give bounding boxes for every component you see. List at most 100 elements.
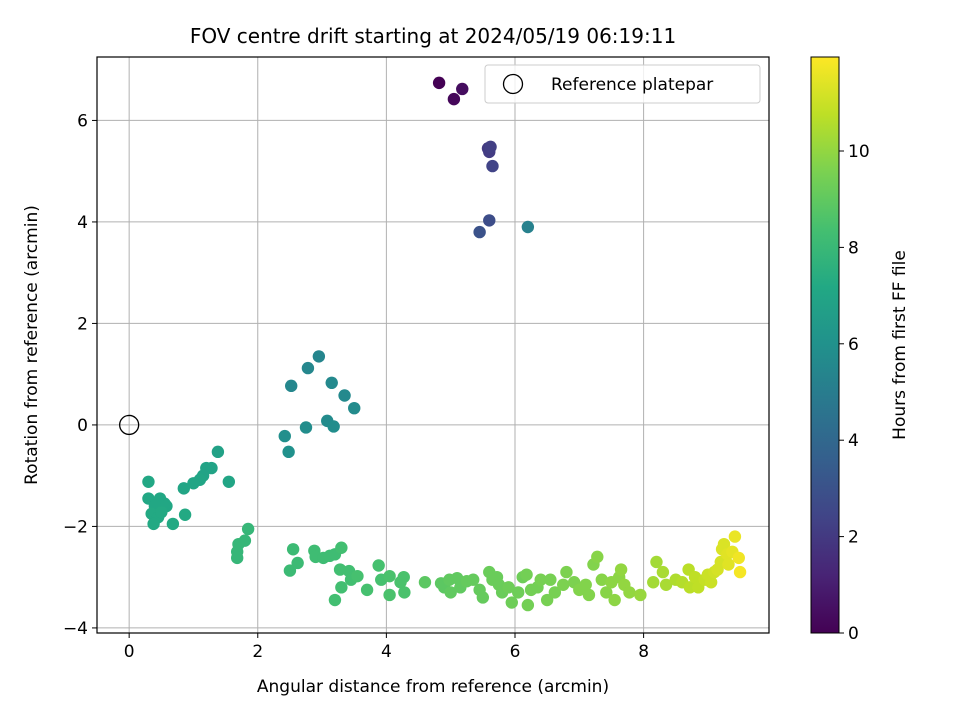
data-point [178, 508, 192, 521]
data-point [187, 477, 200, 490]
data-point [205, 461, 218, 475]
data-point [659, 578, 673, 591]
data-point [383, 588, 396, 602]
y-axis-ticks: −4 −2 0 2 4 6 [63, 111, 97, 639]
y-tick-label: −2 [63, 517, 88, 537]
colorbar: 0 2 4 6 8 10 Hours from first FF file [810, 56, 910, 644]
colorbar-tick-label: 6 [848, 335, 859, 355]
plot-frame [96, 56, 770, 634]
data-point [166, 517, 180, 531]
data-point [299, 421, 313, 434]
data-point [155, 506, 168, 519]
data-point [286, 543, 300, 556]
data-point [591, 550, 604, 564]
colorbar-tick-label: 8 [848, 238, 859, 258]
x-axis-ticks: 0 2 4 6 8 [124, 633, 649, 662]
data-point [447, 92, 461, 106]
colorbar-gradient [810, 56, 840, 634]
y-tick-label: 0 [77, 416, 88, 436]
x-tick-label: 8 [638, 642, 649, 662]
data-point [360, 583, 374, 597]
data-points [142, 76, 747, 612]
data-point [728, 530, 742, 543]
colorbar-tick-label: 4 [848, 431, 859, 451]
reference-platepar-point [119, 414, 140, 436]
y-axis-label: Rotation from reference (arcmin) [22, 205, 42, 485]
data-point [608, 593, 621, 607]
data-point [285, 379, 298, 393]
reference-marker [119, 414, 140, 436]
data-point [335, 581, 348, 594]
data-point [548, 586, 562, 599]
colorbar-tick-label: 2 [848, 528, 859, 548]
data-point [650, 555, 663, 569]
x-tick-label: 6 [510, 642, 521, 662]
data-point [579, 578, 592, 591]
x-tick-label: 2 [252, 642, 263, 662]
x-tick-label: 4 [381, 642, 392, 662]
data-point [483, 214, 496, 227]
data-point [241, 522, 255, 536]
y-tick-label: 4 [77, 213, 88, 233]
y-tick-label: −4 [63, 619, 88, 639]
data-point [557, 578, 570, 591]
data-point [418, 576, 432, 589]
data-point [476, 591, 490, 604]
legend-entry-reference: Reference platepar [551, 75, 713, 95]
data-point [505, 596, 518, 609]
x-tick-label: 0 [124, 642, 135, 662]
data-point [614, 563, 628, 576]
data-point [398, 586, 411, 599]
data-point [595, 573, 609, 586]
data-point [328, 593, 342, 607]
data-point [142, 475, 155, 488]
data-point [325, 376, 338, 390]
data-point [512, 586, 525, 599]
data-point [521, 598, 535, 612]
data-point [502, 581, 515, 594]
data-point [338, 389, 351, 402]
data-point [432, 76, 446, 90]
data-point [634, 588, 647, 602]
data-point [383, 569, 396, 583]
data-point [291, 556, 304, 570]
data-point [372, 559, 385, 572]
data-point [656, 565, 670, 579]
data-point [582, 588, 596, 602]
data-point [282, 445, 295, 459]
data-point [351, 569, 364, 583]
colorbar-tick-label: 10 [848, 142, 870, 162]
colorbar-ticks: 0 2 4 6 8 10 [839, 142, 870, 644]
data-point [348, 401, 361, 415]
data-point [534, 573, 547, 586]
data-point [473, 225, 486, 239]
colorbar-label: Hours from first FF file [890, 250, 910, 440]
legend-box [484, 64, 761, 104]
data-point [544, 573, 557, 586]
data-point [335, 541, 348, 554]
data-point [717, 537, 731, 551]
data-point [222, 475, 236, 488]
data-point [600, 586, 613, 599]
data-point [486, 159, 499, 173]
x-axis-label: Angular distance from reference (arcmin) [257, 677, 609, 697]
y-tick-label: 2 [77, 314, 88, 334]
data-point [623, 586, 636, 599]
data-point [444, 586, 457, 599]
data-point [312, 350, 326, 363]
legend: Reference platepar [484, 64, 761, 104]
colorbar-tick-label: 0 [848, 624, 859, 644]
data-point [456, 82, 469, 96]
data-point [283, 564, 297, 577]
data-point [278, 429, 291, 443]
data-point [211, 445, 225, 459]
data-point [521, 220, 535, 234]
chart-title: FOV centre drift starting at 2024/05/19 … [190, 24, 676, 48]
legend-reference-marker [502, 73, 524, 95]
data-point [301, 361, 315, 375]
data-point [704, 576, 718, 589]
data-point [230, 551, 244, 565]
data-point [540, 593, 554, 607]
data-point [484, 140, 497, 154]
